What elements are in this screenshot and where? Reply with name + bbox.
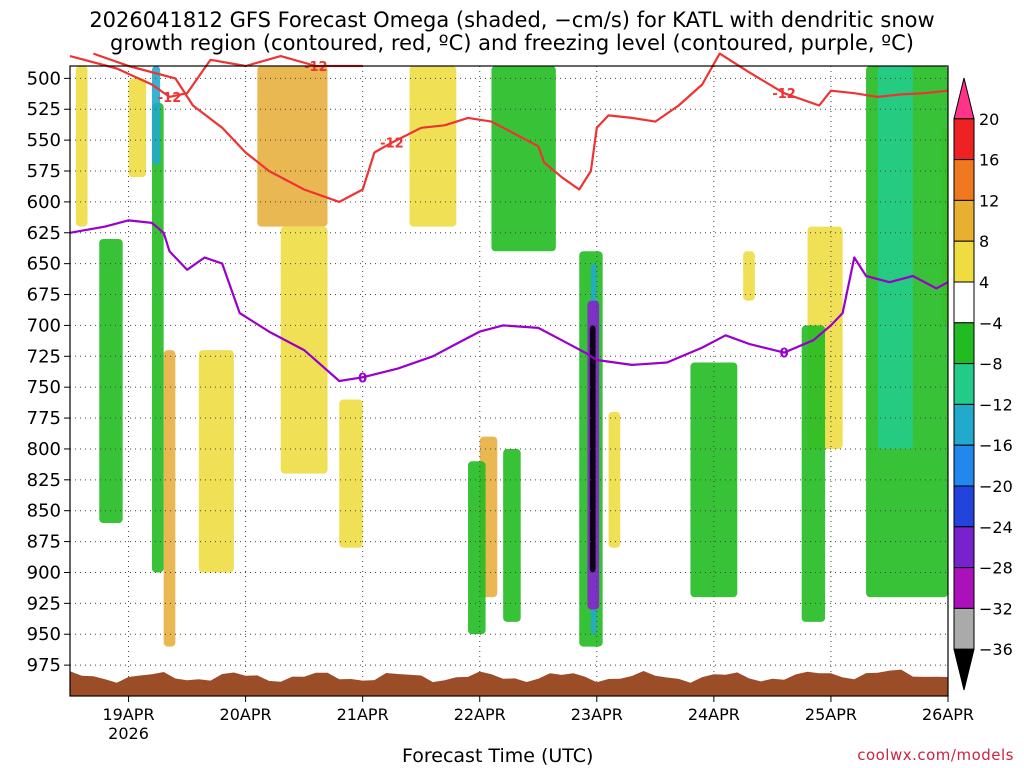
y-tick-label-7: 675	[27, 285, 61, 306]
colorbar-label-4: 4	[979, 273, 989, 292]
ground-terrain	[70, 669, 948, 696]
colorbar-label-11: −28	[979, 559, 1013, 578]
x-tick-label-4: 23APR	[571, 705, 623, 724]
contour-label-0-1: -12	[304, 60, 328, 75]
omega-region-14	[151, 103, 164, 573]
y-tick-label-3: 575	[27, 161, 61, 182]
colorbar-bin-2	[953, 159, 975, 201]
contour-label-2-0: 0	[358, 371, 367, 386]
colorbar-label-2: 12	[979, 191, 999, 210]
omega-region-1	[128, 78, 147, 178]
omega-region-25	[589, 325, 596, 573]
x-tick-label-3: 22APR	[454, 705, 506, 724]
colorbar-label-8: −16	[979, 436, 1013, 455]
y-tick-label-17: 925	[27, 593, 61, 614]
colorbar-bin-1	[953, 118, 975, 161]
colorbar-label-1: 16	[979, 151, 999, 170]
colorbar-bin-7	[953, 363, 975, 405]
omega-region-22	[877, 66, 913, 449]
colorbar-label-7: −12	[979, 395, 1013, 414]
omega-region-16	[503, 448, 521, 622]
omega-region-0	[75, 66, 88, 227]
colorbar-bin-3	[953, 199, 975, 242]
y-tick-label-16: 900	[27, 562, 61, 583]
omega-region-3	[198, 350, 234, 573]
colorbar-label-12: −32	[979, 599, 1013, 618]
contour-line-0	[69, 54, 363, 99]
plot-frame	[69, 65, 949, 697]
omega-region-4	[257, 66, 328, 227]
omega-region-15	[468, 461, 486, 635]
y-tick-label-14: 850	[27, 501, 61, 522]
x-tick-label-1: 20APR	[220, 705, 272, 724]
x-year-label: 2026	[108, 724, 149, 743]
colorbar-label-10: −24	[979, 518, 1013, 537]
colorbar-bin-6	[953, 322, 975, 365]
y-tick-label-11: 775	[27, 408, 61, 429]
contour-label-2-1: 0	[780, 347, 789, 362]
credit-link[interactable]: coolwx.com/models	[857, 746, 1014, 764]
colorbar-label-13: −36	[979, 640, 1013, 659]
contour-label-1-0: -12	[380, 137, 404, 152]
colorbar-bin-0	[953, 77, 975, 120]
y-tick-label-8: 700	[27, 315, 61, 336]
omega-region-13	[99, 238, 123, 524]
contour-label-1-1: -12	[772, 87, 796, 102]
omega-region-10	[743, 251, 755, 301]
y-tick-label-0: 500	[27, 68, 61, 89]
colorbar-label-9: −20	[979, 477, 1013, 496]
colorbar-bin-4	[953, 240, 975, 283]
colorbar-bin-12	[953, 567, 975, 609]
contour-line-2	[69, 219, 949, 383]
y-tick-label-12: 800	[27, 439, 61, 460]
omega-region-2	[163, 350, 176, 647]
colorbar-bin-14	[953, 648, 975, 691]
x-tick-label-6: 25APR	[805, 705, 857, 724]
contour-line-1	[93, 52, 949, 203]
colorbar-bin-13	[953, 607, 975, 650]
colorbar-bin-8	[953, 403, 975, 446]
omega-region-20	[801, 325, 826, 622]
colorbar-bin-9	[953, 444, 975, 487]
y-tick-label-9: 725	[27, 346, 61, 367]
x-tick-label-0: 19APR	[102, 705, 154, 724]
y-tick-label-19: 975	[27, 655, 61, 676]
y-tick-label-2: 550	[27, 130, 61, 151]
omega-region-6	[339, 399, 363, 548]
chart-title-line2: growth region (contoured, red, ºC) and f…	[110, 31, 914, 55]
x-tick-label-2: 21APR	[337, 705, 389, 724]
x-axis-title: Forecast Time (UTC)	[402, 745, 594, 767]
colorbar-bin-5	[953, 281, 975, 324]
y-tick-label-13: 825	[27, 470, 61, 491]
y-tick-label-6: 650	[27, 254, 61, 275]
x-tick-label-5: 24APR	[688, 705, 740, 724]
y-tick-label-4: 600	[27, 192, 61, 213]
x-tick-label-7: 26APR	[922, 705, 974, 724]
colorbar-label-6: −8	[979, 355, 1003, 374]
colorbar-bin-11	[953, 526, 975, 569]
colorbar-label-5: −4	[979, 314, 1003, 333]
chart-title-line1: 2026041812 GFS Forecast Omega (shaded, −…	[89, 8, 935, 32]
y-tick-label-1: 525	[27, 99, 61, 120]
colorbar-label-0: 20	[979, 110, 999, 129]
omega-region-9	[608, 411, 621, 548]
contour-label-0-0: -12	[158, 91, 182, 106]
omega-region-7	[409, 66, 457, 227]
y-tick-label-10: 750	[27, 377, 61, 398]
omega-region-17	[491, 66, 556, 252]
y-tick-label-18: 950	[27, 624, 61, 645]
colorbar-bin-10	[953, 485, 975, 528]
omega-region-19	[690, 362, 738, 598]
y-tick-label-15: 875	[27, 532, 61, 553]
y-tick-label-5: 625	[27, 223, 61, 244]
omega-region-26	[151, 66, 161, 165]
colorbar-label-3: 8	[979, 232, 989, 251]
